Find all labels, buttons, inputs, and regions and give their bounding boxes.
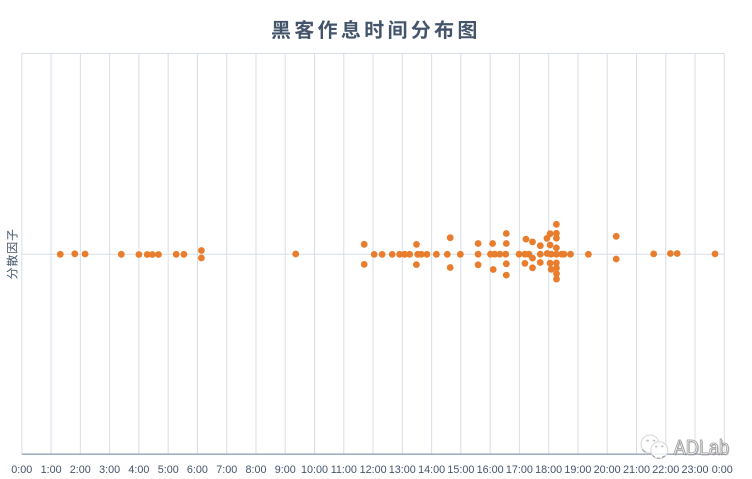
svg-text:16:00: 16:00 [477,464,504,476]
svg-text:18:00: 18:00 [535,464,562,476]
svg-text:12:00: 12:00 [360,464,387,476]
svg-text:13:00: 13:00 [389,464,416,476]
svg-text:3:00: 3:00 [99,464,120,476]
svg-text:23:00: 23:00 [681,464,708,476]
svg-text:21:00: 21:00 [623,464,650,476]
svg-text:ADLab: ADLab [675,437,731,460]
svg-text:2:00: 2:00 [70,464,91,476]
svg-text:ADLab: ADLab [674,437,730,460]
svg-text:8:00: 8:00 [245,464,266,476]
svg-text:1:00: 1:00 [41,464,62,476]
svg-text:19:00: 19:00 [564,464,591,476]
svg-text:4:00: 4:00 [128,464,149,476]
svg-text:7:00: 7:00 [216,464,237,476]
svg-text:15:00: 15:00 [447,464,474,476]
svg-text:17:00: 17:00 [506,464,533,476]
svg-text:5:00: 5:00 [158,464,179,476]
svg-text:0:00: 0:00 [11,464,32,476]
svg-text:22:00: 22:00 [652,464,679,476]
svg-text:6:00: 6:00 [187,464,208,476]
svg-text:0:00: 0:00 [712,464,733,476]
svg-text:9:00: 9:00 [275,464,296,476]
svg-text:20:00: 20:00 [594,464,621,476]
svg-text:10:00: 10:00 [301,464,328,476]
svg-text:11:00: 11:00 [331,464,357,476]
svg-text:14:00: 14:00 [418,464,445,476]
